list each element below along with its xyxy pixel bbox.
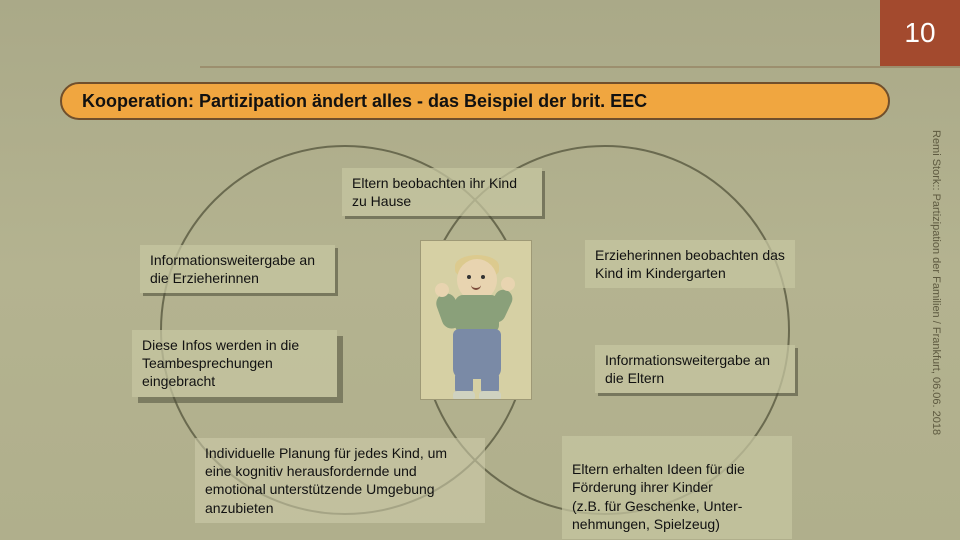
- box-bottom-left: Individuelle Planung für jedes Kind, um …: [195, 438, 485, 523]
- slide-title-pill: Kooperation: Partizipation ändert alles …: [60, 82, 890, 120]
- page-number-box: 10: [880, 0, 960, 66]
- box-bottom-left-text: Individuelle Planung für jedes Kind, um …: [205, 445, 447, 516]
- slide: 10 Kooperation: Partizipation ändert all…: [0, 0, 960, 540]
- child-image: [420, 240, 532, 400]
- box-right-1-text: Erzieherinnen beobachten das Kind im Kin…: [595, 247, 785, 281]
- box-right-2: Informationsweitergabe an die Eltern: [595, 345, 795, 393]
- box-right-2-text: Informationsweitergabe an die Eltern: [605, 352, 770, 386]
- box-left-2: Diese Infos werden in die Teambesprechun…: [132, 330, 337, 397]
- box-left-1: Informationsweitergabe an die Erzieherin…: [140, 245, 335, 293]
- slide-title: Kooperation: Partizipation ändert alles …: [82, 91, 647, 112]
- box-left-1-text: Informationsweitergabe an die Erzieherin…: [150, 252, 315, 286]
- box-top-text: Eltern beobachten ihr Kind zu Hause: [352, 175, 517, 209]
- box-right-3: Eltern erhalten Ideen für die Förderung …: [562, 436, 792, 539]
- box-left-2-text: Diese Infos werden in die Teambesprechun…: [142, 337, 299, 389]
- header-underline: [200, 66, 960, 68]
- box-right-1: Erzieherinnen beobachten das Kind im Kin…: [585, 240, 795, 288]
- side-citation-text: Remi Stork:: Partizipation der Familien …: [930, 130, 942, 435]
- side-citation: Remi Stork:: Partizipation der Familien …: [930, 130, 942, 435]
- child-illustration: [421, 241, 531, 399]
- box-top: Eltern beobachten ihr Kind zu Hause: [342, 168, 542, 216]
- box-right-3-text: Eltern erhalten Ideen für die Förderung …: [572, 461, 745, 532]
- page-number: 10: [904, 17, 935, 49]
